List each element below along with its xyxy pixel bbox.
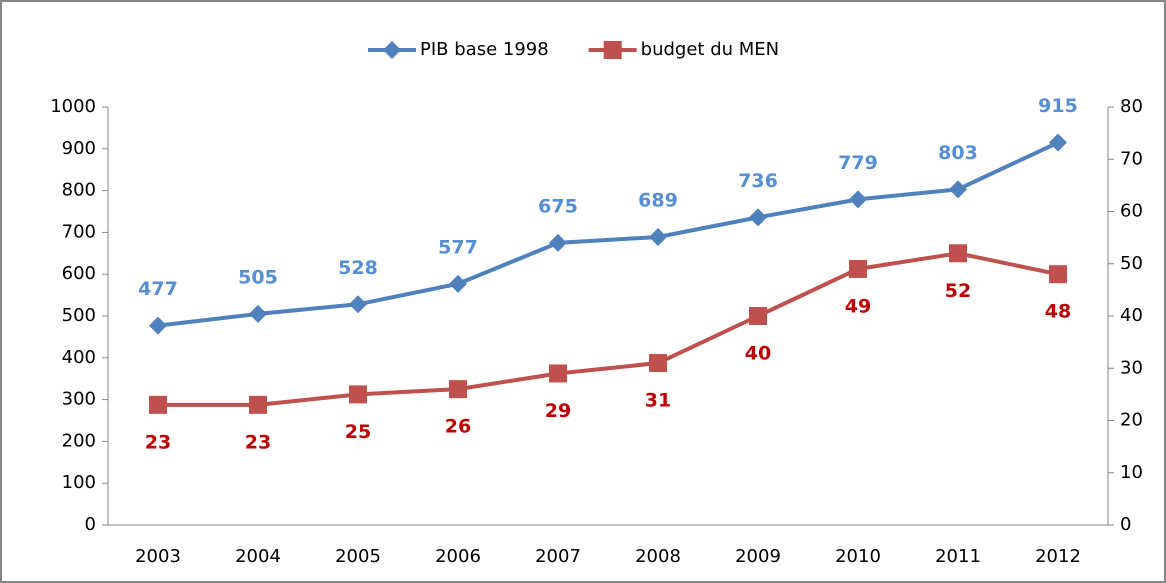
data-label: 31 (645, 390, 671, 412)
legend-marker (603, 41, 622, 59)
data-point (249, 304, 267, 323)
data-point (1049, 265, 1067, 284)
x-tick-label: 2012 (1035, 546, 1081, 567)
legend-label: budget du MEN (641, 39, 779, 60)
y2-tick-label: 10 (1120, 462, 1143, 483)
y-tick-label: 700 (62, 221, 96, 242)
data-label: 48 (1045, 301, 1071, 323)
y-tick-label: 1000 (50, 96, 96, 117)
x-tick-label: 2010 (835, 546, 881, 567)
y-tick-label: 500 (62, 305, 96, 326)
data-point (749, 307, 767, 325)
y2-tick-label: 70 (1120, 148, 1143, 169)
data-label: 779 (838, 152, 878, 174)
x-tick-label: 2007 (535, 546, 581, 567)
legend-marker (383, 41, 401, 59)
data-point (749, 208, 767, 227)
data-label: 689 (638, 189, 678, 211)
y-tick-label: 800 (62, 180, 96, 201)
y2-tick-label: 40 (1120, 305, 1143, 326)
y2-tick-label: 0 (1120, 514, 1131, 535)
data-label: 477 (138, 278, 178, 300)
data-label: 52 (945, 280, 971, 302)
y-tick-label: 600 (62, 263, 96, 284)
legend-label: PIB base 1998 (420, 39, 549, 60)
data-point (649, 354, 667, 373)
data-label: 577 (438, 236, 478, 258)
data-label: 49 (845, 295, 871, 317)
y2-tick-label: 20 (1120, 410, 1143, 431)
data-label: 26 (445, 416, 471, 438)
data-point (549, 364, 567, 383)
x-tick-label: 2011 (935, 546, 981, 567)
data-label: 40 (745, 343, 771, 365)
data-label: 25 (345, 421, 371, 443)
y2-tick-label: 50 (1120, 253, 1143, 274)
data-point (349, 295, 367, 314)
data-point (249, 395, 267, 414)
data-label: 803 (938, 142, 978, 164)
data-point (1049, 133, 1067, 152)
data-point (149, 395, 167, 414)
y2-tick-label: 80 (1120, 96, 1143, 117)
y-tick-label: 200 (62, 430, 96, 451)
y2-tick-label: 30 (1120, 357, 1143, 378)
x-tick-label: 2003 (135, 546, 181, 567)
y-tick-label: 900 (62, 138, 96, 159)
data-point (849, 190, 867, 209)
y-tick-label: 300 (62, 389, 96, 410)
data-label: 528 (338, 257, 378, 279)
data-label: 675 (538, 195, 578, 217)
data-label: 23 (245, 431, 271, 453)
x-tick-label: 2005 (335, 546, 381, 567)
data-point (449, 274, 467, 293)
data-point (949, 180, 967, 199)
y-tick-label: 100 (62, 472, 96, 493)
data-point (349, 385, 367, 404)
data-label: 505 (238, 266, 278, 288)
data-label: 736 (738, 170, 778, 192)
data-point (649, 227, 667, 246)
x-tick-label: 2008 (635, 546, 681, 567)
data-point (549, 233, 567, 252)
data-point (149, 316, 167, 335)
x-tick-label: 2004 (235, 546, 281, 567)
y-tick-label: 400 (62, 347, 96, 368)
x-tick-label: 2009 (735, 546, 781, 567)
data-point (949, 244, 967, 263)
data-label: 915 (1038, 95, 1078, 117)
data-point (849, 259, 867, 278)
y-tick-label: 0 (85, 514, 96, 535)
series-line (157, 140, 1059, 328)
x-tick-label: 2006 (435, 546, 481, 567)
series-line (158, 251, 1059, 407)
y2-tick-label: 60 (1120, 201, 1143, 222)
data-point (449, 380, 467, 399)
data-label: 23 (145, 431, 171, 453)
data-label: 29 (545, 400, 571, 422)
